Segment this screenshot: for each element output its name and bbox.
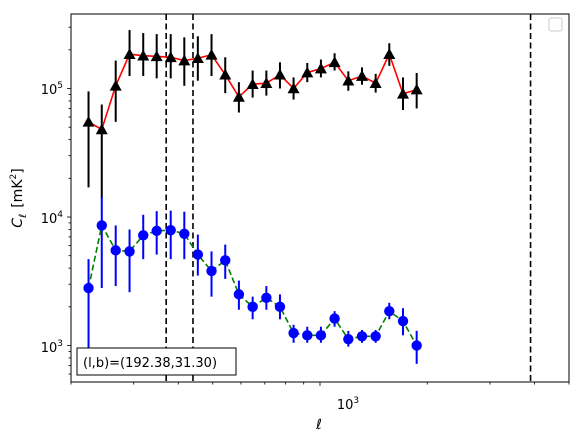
data-point-triangle xyxy=(246,78,259,90)
data-point-triangle xyxy=(260,77,273,88)
data-point-circle xyxy=(247,301,258,313)
data-point-triangle xyxy=(205,48,218,60)
data-point-circle xyxy=(261,292,272,304)
axes-frame xyxy=(70,13,570,383)
data-point-circle xyxy=(411,340,422,351)
data-point-circle xyxy=(138,230,149,241)
data-point-triangle xyxy=(82,115,95,127)
y-label-sub: ℓ xyxy=(18,214,29,218)
data-point-triangle xyxy=(369,77,382,88)
series-1 xyxy=(83,196,422,375)
data-point-triangle xyxy=(150,50,163,62)
y-tick-exp: 5 xyxy=(57,81,63,91)
svg-text:103: 103 xyxy=(337,396,359,413)
data-point-circle xyxy=(96,220,107,231)
data-point-circle xyxy=(179,228,190,240)
x-tick-base: 10 xyxy=(337,398,354,413)
x-tick-exp: 3 xyxy=(353,396,359,406)
annotation: (l,b)=(192.38,31.30) xyxy=(76,347,237,376)
svg-text:104: 104 xyxy=(41,210,64,227)
data-point-triangle xyxy=(109,79,122,91)
y-tick-label-10000: 104 xyxy=(41,210,64,227)
annotation-text: (l,b)=(192.38,31.30) xyxy=(83,356,217,371)
x-tick-label-1000: 103 xyxy=(337,396,359,413)
data-point-triangle xyxy=(328,56,341,68)
y-label-unit-sup: 2 xyxy=(9,174,19,180)
data-point-circle xyxy=(206,265,217,277)
data-point-triangle xyxy=(164,51,177,63)
y-label-unit-end: ] xyxy=(10,168,26,173)
data-point-circle xyxy=(384,305,395,317)
data-point-triangle xyxy=(123,48,136,59)
data-point-triangle xyxy=(356,70,369,81)
data-point-triangle xyxy=(191,52,204,64)
data-point-triangle xyxy=(301,66,314,78)
data-point-circle xyxy=(343,333,354,345)
y-label-main: C xyxy=(10,218,26,228)
data-point-circle xyxy=(124,246,135,257)
y-tick-label-100000: 105 xyxy=(41,81,63,98)
data-point-circle xyxy=(110,245,121,256)
y-tick-exp: 3 xyxy=(57,339,63,349)
y-tick-exp: 4 xyxy=(57,210,63,220)
data-point-triangle xyxy=(314,62,327,74)
y-tick-base: 10 xyxy=(41,212,58,227)
data-point-triangle xyxy=(287,82,300,94)
data-point-circle xyxy=(397,315,409,327)
data-point-triangle xyxy=(178,54,191,66)
series-0 xyxy=(82,30,423,199)
svg-text:105: 105 xyxy=(41,81,63,98)
svg-text:103: 103 xyxy=(41,339,63,356)
data-point-triangle xyxy=(95,123,108,135)
data-point-circle xyxy=(356,331,368,342)
y-tick-label-1000: 103 xyxy=(41,339,63,356)
data-point-circle xyxy=(220,255,231,266)
y-axis-label: Cℓ [mK2] xyxy=(9,168,29,227)
legend-box xyxy=(548,17,563,32)
data-point-circle xyxy=(274,301,286,313)
y-tick-base: 10 xyxy=(41,83,58,98)
data-point-circle xyxy=(165,224,176,236)
data-layer xyxy=(82,14,532,382)
data-point-circle xyxy=(370,331,381,342)
data-point-triangle xyxy=(273,68,286,80)
data-point-triangle xyxy=(397,87,410,99)
data-point-triangle xyxy=(137,49,150,61)
data-point-circle xyxy=(233,289,245,300)
y-label-unit: [mK xyxy=(10,179,26,208)
data-point-triangle xyxy=(410,83,423,95)
data-point-circle xyxy=(315,330,327,341)
data-point-circle xyxy=(192,249,204,260)
annotation-box xyxy=(76,347,237,376)
data-point-circle xyxy=(83,282,94,294)
data-point-circle xyxy=(151,225,162,237)
data-point-circle xyxy=(302,330,313,341)
data-point-circle xyxy=(288,327,299,339)
y-tick-base: 10 xyxy=(41,341,58,356)
data-point-triangle xyxy=(219,68,232,80)
data-point-triangle xyxy=(383,48,396,59)
data-point-circle xyxy=(329,313,340,324)
x-axis-label: ℓ xyxy=(315,417,322,433)
data-point-triangle xyxy=(232,90,245,102)
data-point-triangle xyxy=(342,74,355,86)
